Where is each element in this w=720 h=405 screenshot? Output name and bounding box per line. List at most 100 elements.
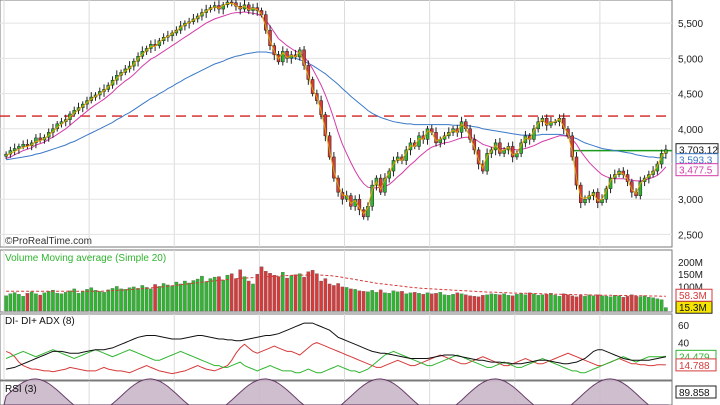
- volume-bar: [178, 283, 183, 312]
- volume-bar: [246, 280, 251, 312]
- volume-bar: [327, 283, 332, 312]
- ma-magenta-line: [5, 11, 667, 189]
- volume-bar: [21, 296, 25, 312]
- volume-bar: [464, 294, 468, 312]
- source-watermark: ©ProRealTime.com: [5, 236, 92, 247]
- rsi-value-badge: [675, 385, 717, 399]
- volume-bar: [174, 281, 179, 312]
- volume-bar: [42, 292, 47, 312]
- volume-bar: [68, 290, 72, 312]
- price-tick-label: 5,000: [678, 54, 703, 65]
- adx-panel-title: DI- DI+ ADX (8): [5, 316, 75, 327]
- rsi-value-badge-text: 89.858: [679, 388, 710, 399]
- volume-bar: [578, 295, 583, 312]
- volume-bar: [38, 294, 42, 312]
- price-value-badge-text: 3,593.3: [679, 156, 713, 167]
- volume-bar: [76, 293, 81, 312]
- price-tick-label: 2,500: [678, 230, 703, 241]
- volume-bar: [634, 296, 638, 312]
- volume-bar: [485, 294, 489, 312]
- volume-bar: [8, 293, 13, 312]
- volume-ma-line: [6, 274, 666, 297]
- candle-body: [25, 144, 30, 146]
- volume-bar: [489, 293, 494, 312]
- volume-bar: [412, 292, 417, 312]
- volume-bar: [561, 293, 566, 312]
- candle-body: [38, 137, 42, 141]
- volume-bar: [183, 280, 187, 312]
- volume-bar: [191, 280, 196, 312]
- volume-bar: [353, 289, 357, 312]
- rsi-panel[interactable]: [3, 378, 669, 405]
- adx-tick-label: 40: [678, 339, 690, 350]
- price-tick-label: 4,000: [678, 125, 703, 136]
- volume-bar: [127, 287, 132, 312]
- price-value-badge: [675, 163, 719, 177]
- candle-body: [327, 135, 332, 158]
- candle-body: [391, 160, 396, 172]
- volume-bar: [187, 282, 191, 312]
- adx-series-line: [5, 342, 666, 375]
- candle-body: [476, 149, 481, 165]
- price-panel[interactable]: [0, 0, 672, 405]
- candle-body: [268, 29, 272, 46]
- volume-bar: [404, 293, 408, 312]
- volume-bar: [625, 296, 630, 312]
- volume-bar: [17, 294, 21, 312]
- adx-panel[interactable]: [5, 322, 667, 375]
- candle-body: [34, 137, 38, 144]
- volume-bar: [344, 287, 349, 312]
- volume-bar: [238, 269, 242, 312]
- volume-bar: [55, 293, 59, 312]
- volume-bar: [110, 288, 115, 312]
- volume-bar: [570, 295, 574, 312]
- price-tick-label: 3,000: [678, 195, 703, 206]
- volume-bar: [306, 271, 311, 312]
- price-axis: 2,5003,0003,5004,0004,5005,0005,5003,703…: [675, 19, 719, 399]
- volume-bar: [387, 293, 391, 312]
- volume-bar: [630, 294, 634, 312]
- volume-bar: [332, 285, 336, 312]
- volume-bar: [370, 290, 374, 312]
- volume-bar: [523, 294, 528, 312]
- volume-bar: [655, 298, 660, 312]
- candle-body: [17, 146, 21, 149]
- volume-bar: [600, 295, 604, 312]
- volume-bar: [298, 273, 302, 312]
- volume-bar: [268, 272, 272, 312]
- candle-body: [583, 198, 587, 203]
- volume-bar: [51, 289, 55, 312]
- ma-blue-line: [6, 51, 666, 161]
- candle-body: [21, 144, 25, 147]
- volume-bar: [506, 295, 511, 312]
- volume-bar: [574, 296, 579, 312]
- volume-bar: [395, 291, 400, 312]
- volume-bar: [251, 283, 255, 312]
- candle-body: [319, 100, 323, 115]
- volume-bar: [310, 270, 315, 312]
- volume-bar: [102, 292, 106, 312]
- volume-bar: [46, 291, 51, 312]
- volume-bar: [536, 295, 540, 312]
- rsi-panel-frame: [0, 380, 673, 405]
- volume-bar: [242, 276, 247, 312]
- volume-bar: [566, 294, 570, 312]
- volume-bar: [442, 294, 447, 312]
- rsi-panel-title: RSI (3): [5, 384, 37, 395]
- rsi-area: [3, 378, 669, 405]
- volume-panel[interactable]: [4, 266, 668, 312]
- volume-bar: [455, 292, 460, 312]
- volume-bar: [302, 276, 306, 312]
- candle-body: [485, 153, 489, 172]
- volume-bar: [642, 295, 647, 312]
- volume-bar: [493, 294, 498, 312]
- ma-yellow-line: [5, 2, 667, 215]
- volume-bar: [115, 286, 119, 312]
- volume-bar: [276, 276, 281, 312]
- volume-bar: [361, 291, 366, 312]
- volume-bar: [664, 307, 668, 312]
- volume-panel-title: Volume Moving average (Simple 20): [5, 253, 166, 264]
- candle-body: [523, 135, 528, 144]
- volume-bar: [208, 278, 213, 312]
